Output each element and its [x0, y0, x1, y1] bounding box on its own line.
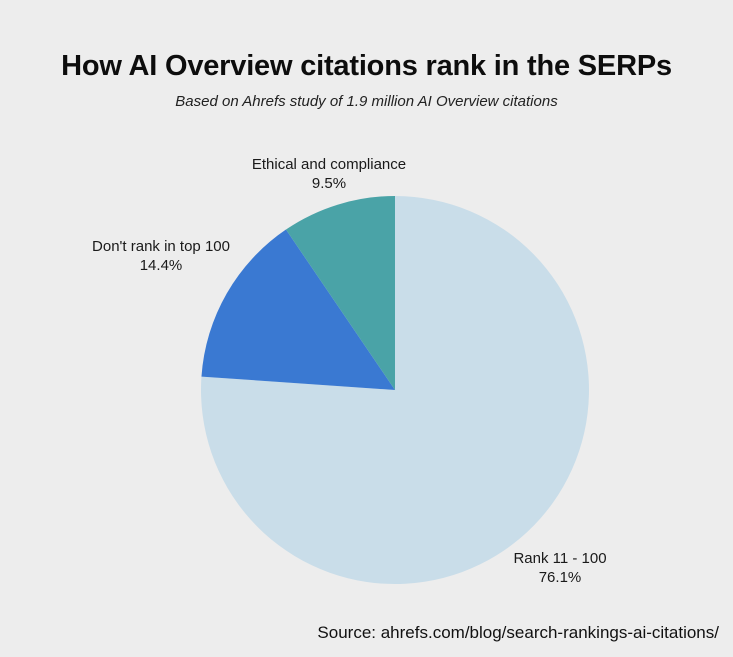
chart-title: How AI Overview citations rank in the SE… — [61, 50, 672, 82]
source-note: Source: ahrefs.com/blog/search-rankings-… — [317, 623, 719, 642]
slice-label-ethical-compliance: Ethical and compliance 9.5% — [240, 155, 418, 193]
pie-slice-rank-11-100 — [200, 196, 589, 585]
slice-label-rank-11-100-name: Rank 11 - 100 — [513, 550, 607, 567]
slice-label-rank-11-100-value: 76.1% — [538, 569, 582, 586]
pie-slice-don-t-rank-in-top-100 — [201, 229, 395, 390]
slice-label-rank-11-100: Rank 11 - 100 76.1% — [505, 549, 615, 587]
chart-subtitle: Based on Ahrefs study of 1.9 million AI … — [175, 93, 558, 110]
slice-label-dont-rank-value: 14.4% — [139, 257, 183, 274]
slice-label-dont-rank-name: Don't rank in top 100 — [92, 238, 230, 255]
slice-label-ethical-compliance-name: Ethical and compliance — [251, 156, 407, 173]
slice-label-dont-rank: Don't rank in top 100 14.4% — [78, 237, 244, 275]
pie-slice-ethical-and-compliance — [285, 196, 395, 390]
slice-label-ethical-compliance-value: 9.5% — [311, 175, 347, 192]
